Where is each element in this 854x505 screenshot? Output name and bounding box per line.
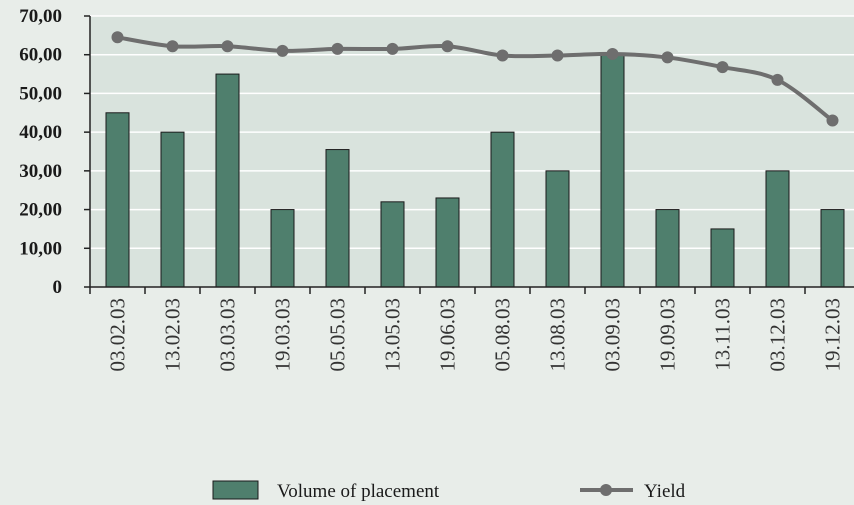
- yield-point: [331, 42, 344, 55]
- bar-volume: [380, 201, 405, 288]
- y-tick-label: 30,00: [19, 161, 62, 182]
- bar-volume: [765, 170, 790, 288]
- x-tick-label: 05.05.03: [326, 298, 350, 372]
- x-tick-label: 19.12.03: [821, 298, 845, 372]
- bar-volume: [710, 228, 735, 288]
- yield-point: [606, 47, 619, 60]
- bar-volume: [215, 73, 240, 288]
- yield-point: [276, 44, 289, 57]
- y-tick-label: 10,00: [19, 238, 62, 259]
- bar-volume: [325, 149, 350, 288]
- yield-point: [716, 61, 729, 74]
- y-tick-label: 20,00: [19, 200, 62, 221]
- bar-volume: [270, 209, 295, 288]
- bar-series: [105, 54, 845, 288]
- x-tick-label: 19.03.03: [271, 298, 295, 372]
- x-tick-label: 19.06.03: [436, 298, 460, 372]
- x-tick-label: 03.02.03: [106, 298, 130, 372]
- bar-volume: [655, 209, 680, 288]
- x-tick-label: 19.09.03: [656, 298, 680, 372]
- bar-volume: [545, 170, 570, 288]
- y-tick-label: 40,00: [19, 122, 62, 143]
- yield-point: [111, 31, 124, 44]
- legend-swatch-volume: [212, 480, 259, 500]
- yield-point: [826, 114, 839, 127]
- yield-point: [221, 40, 234, 53]
- plot-area: [90, 16, 854, 287]
- bar-volume: [160, 131, 185, 288]
- bar-volume: [105, 112, 130, 288]
- yield-point: [166, 40, 179, 53]
- bar-volume: [435, 197, 460, 288]
- x-tick-label: 13.05.03: [381, 298, 405, 372]
- legend-marker-yield: [600, 484, 612, 496]
- axes: [89, 16, 854, 288]
- x-tick-label: 13.11.03: [711, 298, 735, 371]
- yield-point: [441, 40, 454, 53]
- yield-point: [551, 49, 564, 62]
- legend-label-volume: Volume of placement: [277, 481, 440, 502]
- y-tick-label: 60,00: [19, 45, 62, 66]
- x-tick-labels: 03.02.03 13.02.03 03.03.03 19.03.03 05.05.03…: [106, 298, 845, 372]
- y-tick-label: 70,00: [19, 6, 62, 27]
- bar-volume: [600, 54, 625, 288]
- yield-point: [661, 51, 674, 64]
- y-tick-labels: 0 10,00 20,00 30,00 40,00 50,00 60,00 70,00: [19, 6, 62, 298]
- bar-volume: [820, 209, 845, 288]
- x-tick-label: 03.09.03: [601, 298, 625, 372]
- y-tick-label: 0: [53, 277, 63, 298]
- yield-point: [386, 42, 399, 55]
- line-series: [111, 31, 839, 127]
- bar-volume: [490, 131, 515, 288]
- yield-point: [496, 49, 509, 62]
- legend-label-yield: Yield: [644, 481, 686, 502]
- legend: Volume of placement Yield: [212, 480, 686, 502]
- x-tick-label: 03.12.03: [766, 298, 790, 372]
- x-tick-label: 03.03.03: [216, 298, 240, 372]
- x-tick-label: 05.08.03: [491, 298, 515, 372]
- yield-point: [771, 73, 784, 86]
- x-tick-label: 13.08.03: [546, 298, 570, 372]
- x-tick-label: 13.02.03: [161, 298, 185, 372]
- y-tick-label: 50,00: [19, 83, 62, 104]
